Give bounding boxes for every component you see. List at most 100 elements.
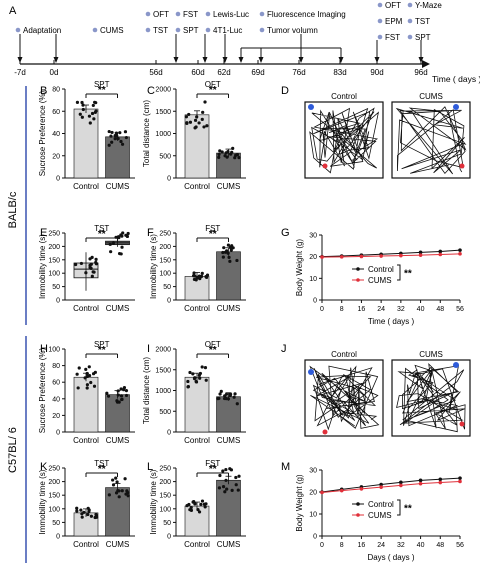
data-point — [124, 492, 128, 496]
y-tick-label: 100 — [159, 271, 171, 278]
legend-marker — [356, 513, 360, 517]
data-point — [203, 366, 208, 370]
legend-label: Control — [368, 500, 394, 509]
data-point — [226, 243, 231, 247]
movement-trace — [395, 106, 467, 175]
timeline-tick-label: 56d — [149, 68, 162, 77]
data-point — [233, 392, 237, 396]
data-point — [200, 117, 204, 121]
series-line-1 — [321, 253, 461, 258]
timeline-arrowhead-small — [258, 57, 264, 63]
data-point — [217, 152, 221, 156]
series-point — [438, 477, 443, 482]
data-point — [224, 392, 229, 396]
data-point — [92, 270, 96, 274]
series-point — [458, 476, 462, 480]
bar-0 — [73, 108, 99, 179]
data-point — [120, 245, 124, 249]
chart-title: FST — [205, 224, 220, 233]
data-point — [228, 259, 232, 263]
timeline-event-label: EPM — [385, 17, 403, 26]
significance-label: ** — [209, 345, 217, 356]
y-tick-label: 10 — [309, 512, 317, 519]
data-point — [123, 130, 128, 134]
timeline-tick-label: 62d — [217, 68, 230, 77]
x-tick-label: 48 — [436, 542, 444, 549]
timeline-event-dot — [205, 11, 211, 17]
data-point — [79, 508, 83, 512]
end-marker — [322, 163, 328, 169]
data-point — [200, 365, 204, 369]
x-category-label: CUMS — [106, 540, 130, 549]
series-point — [379, 485, 383, 489]
data-point — [221, 250, 225, 255]
y-tick-label: 2000 — [155, 87, 171, 94]
data-point — [203, 505, 207, 509]
x-axis-label: Time ( days ) — [368, 317, 415, 326]
y-tick-label: 20 — [309, 490, 317, 497]
timeline-arrowhead-small — [238, 57, 244, 63]
x-tick-label: 56 — [456, 542, 464, 549]
y-axis-label: Sucrose Preference (%) — [38, 90, 47, 176]
timeline-event-dot — [145, 27, 151, 33]
x-tick-label: 16 — [358, 542, 366, 549]
data-point — [83, 376, 87, 380]
data-point — [79, 261, 84, 266]
series-point — [379, 254, 383, 258]
timeline-arrowhead-small — [17, 57, 23, 63]
x-category-label: CUMS — [217, 436, 241, 445]
y-tick-label: 0 — [167, 176, 171, 183]
timeline-arrows — [17, 34, 424, 63]
y-tick-label: 60 — [52, 380, 60, 387]
data-point — [119, 139, 123, 144]
timeline-axis-title: Time ( days ) — [432, 74, 480, 84]
chart-panel-i: I 0 500 1000 1500 2000 Total distance (cm) OFT C… — [142, 340, 246, 445]
timeline-event-label: TST — [153, 26, 168, 35]
data-point — [92, 117, 96, 121]
data-point — [114, 131, 119, 135]
x-category-label: CUMS — [217, 304, 241, 313]
bar-0 — [184, 505, 210, 537]
y-axis-label: Total distance (cm) — [142, 357, 151, 424]
significance-bracket — [397, 264, 401, 281]
y-tick-label: 0 — [56, 430, 60, 437]
y-tick-label: 20 — [52, 153, 60, 160]
data-point — [222, 246, 226, 250]
chart-title: SPT — [94, 340, 110, 349]
data-point — [81, 103, 85, 107]
x-category-label: Control — [184, 304, 210, 313]
timeline-ticks: -7d 0d 56d 60d 62d 69d 76d 83d 90d 96d — [14, 60, 428, 77]
data-point — [189, 506, 193, 510]
data-point — [120, 142, 125, 146]
y-axis-label: Total distance (cm) — [142, 100, 151, 167]
chart-title: OFT — [205, 80, 221, 89]
legend-label: CUMS — [368, 511, 392, 520]
data-point — [205, 124, 209, 128]
panel-label: F — [147, 227, 154, 239]
data-point — [106, 394, 111, 398]
timeline-event-label: OFT — [153, 10, 169, 19]
movement-trace — [396, 363, 466, 433]
timeline-event-label: OFT — [385, 1, 401, 10]
y-tick-label: 30 — [309, 468, 317, 475]
x-tick-label: 0 — [320, 306, 324, 313]
significance-bracket — [397, 499, 401, 516]
data-point — [234, 153, 238, 157]
timeline-arrowhead-small — [173, 57, 179, 63]
panel-label: G — [281, 227, 290, 239]
data-point — [217, 486, 222, 490]
timeline-event-dot — [407, 18, 413, 24]
x-category-label: Control — [73, 182, 99, 191]
y-tick-label: 0 — [167, 534, 171, 541]
data-point — [110, 130, 114, 135]
data-point — [126, 231, 130, 236]
significance-label: ** — [209, 464, 217, 475]
data-point — [197, 510, 202, 514]
x-axis-label: Days ( days ) — [367, 553, 414, 562]
chart-panel-c: C 0 500 1000 1500 2000 Total distance (cm) OFT C… — [142, 80, 246, 191]
data-point — [85, 383, 90, 387]
y-axis-label: Immobility time (s) — [38, 234, 47, 299]
timeline-tick-label: -7d — [14, 68, 26, 77]
